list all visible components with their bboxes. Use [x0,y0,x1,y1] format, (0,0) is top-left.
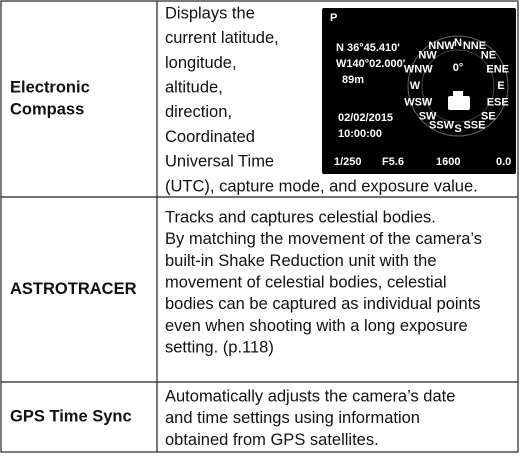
compass-point: SW [419,110,437,122]
description-line: even when shooting with a long exposure [165,317,468,335]
screen-aperture: F5.6 [382,156,404,168]
camera-icon [448,96,470,110]
compass-point: NE [481,50,496,62]
compass-point: S [454,123,461,135]
compass-point: W [410,80,421,92]
camera-screen [322,8,516,174]
compass-point: NNE [463,40,486,52]
compass-point: NW [418,50,437,62]
description-line: Universal Time [165,153,274,171]
screen-date: 02/02/2015 [338,112,393,124]
screen-shutter: 1/250 [334,156,362,168]
screen-iso: 1600 [436,156,460,168]
screen-latitude: N 36°45.410' [336,42,400,54]
compass-inner [421,49,495,123]
compass-point: WSW [404,96,433,108]
screen-longitude: W140°02.000' [336,58,406,70]
compass-point: SSW [429,120,455,132]
description-line: movement of celestial bodies, celestial [165,273,447,291]
description-line: current latitude, [165,29,279,47]
description-line: longitude, [165,54,237,72]
compass-point: SE [481,110,496,122]
description-line: By matching the movement of the camera’s [165,230,482,248]
description-line: direction, [165,103,232,121]
screen-mode: P [330,12,337,24]
description-line: Displays the [165,4,255,22]
description-line: altitude, [165,78,223,96]
feature-label: Electronic [10,78,90,96]
screen-heading: 0° [453,62,464,74]
description-line: bodies can be captured as individual poi… [165,295,481,313]
description-line: Coordinated [165,128,255,146]
compass-point: SSE [463,120,485,132]
description-line: and time settings using information [165,409,420,427]
description-line: obtained from GPS satellites. [165,431,379,449]
screen-exposure: 0.0 [496,156,511,168]
feature-label: GPS Time Sync [10,407,132,425]
compass-ring [407,35,509,137]
screen-altitude: 89m [342,74,364,86]
compass-point: ENE [486,63,509,75]
compass-point: ESE [487,96,509,108]
description-line: built-in Shake Reduction unit with the [165,252,437,270]
description-line: (UTC), capture mode, and exposure value. [165,177,478,195]
camera-icon-top [453,91,463,97]
feature-label: ASTROTRACER [10,280,137,298]
compass-point: N [454,37,462,49]
description-line: Tracks and captures celestial bodies. [165,208,436,226]
compass-point: WNW [404,63,433,75]
description-line: Automatically adjusts the camera’s date [165,387,455,405]
feature-label: Compass [10,100,84,118]
compass-point: E [497,80,504,92]
description-line: setting. (p.118) [165,339,274,357]
compass-point: NNW [428,40,455,52]
screen-time: 10:00:00 [338,128,382,140]
